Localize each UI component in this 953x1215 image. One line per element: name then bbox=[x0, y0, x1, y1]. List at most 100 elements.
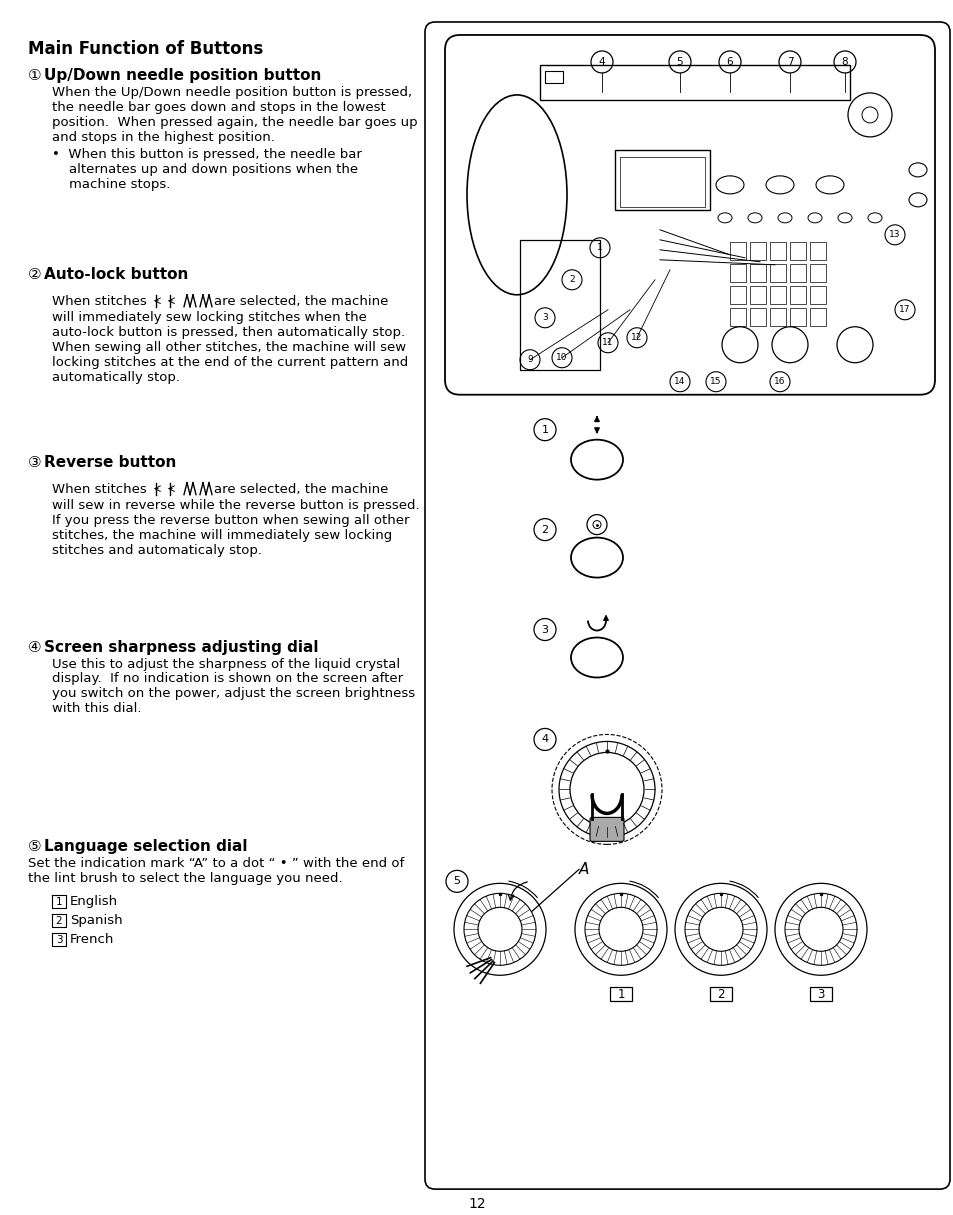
Text: 1: 1 bbox=[597, 243, 602, 253]
Bar bbox=[809, 264, 825, 282]
Bar bbox=[729, 242, 745, 260]
Text: the lint brush to select the language you need.: the lint brush to select the language yo… bbox=[28, 872, 342, 886]
Text: automatically stop.: automatically stop. bbox=[52, 371, 180, 384]
Text: 3: 3 bbox=[541, 313, 547, 322]
Bar bbox=[519, 239, 599, 369]
Text: Spanish: Spanish bbox=[70, 915, 123, 927]
Bar bbox=[544, 70, 562, 83]
Bar bbox=[809, 286, 825, 304]
Text: alternates up and down positions when the: alternates up and down positions when th… bbox=[52, 163, 357, 176]
Bar bbox=[789, 286, 805, 304]
Text: 2: 2 bbox=[717, 988, 724, 1001]
Bar bbox=[749, 242, 765, 260]
Text: ①: ① bbox=[28, 68, 42, 83]
Text: position.  When pressed again, the needle bar goes up: position. When pressed again, the needle… bbox=[52, 115, 417, 129]
Text: 13: 13 bbox=[888, 231, 900, 239]
Bar bbox=[769, 286, 785, 304]
Text: ③: ③ bbox=[28, 454, 42, 470]
Text: When the Up/Down needle position button is pressed,: When the Up/Down needle position button … bbox=[52, 86, 412, 98]
Circle shape bbox=[799, 908, 842, 951]
Bar bbox=[729, 286, 745, 304]
Text: are selected, the machine: are selected, the machine bbox=[213, 482, 388, 496]
Text: and stops in the highest position.: and stops in the highest position. bbox=[52, 131, 274, 143]
FancyBboxPatch shape bbox=[809, 988, 831, 1001]
Text: Reverse button: Reverse button bbox=[44, 454, 176, 470]
Bar bbox=[729, 307, 745, 326]
Text: French: French bbox=[70, 933, 114, 946]
Text: 4: 4 bbox=[598, 57, 604, 67]
Bar bbox=[809, 242, 825, 260]
Text: display.  If no indication is shown on the screen after: display. If no indication is shown on th… bbox=[52, 672, 403, 685]
Bar bbox=[619, 157, 704, 207]
Text: 2: 2 bbox=[569, 276, 575, 284]
Text: 2: 2 bbox=[541, 525, 548, 535]
Text: will immediately sew locking stitches when the: will immediately sew locking stitches wh… bbox=[52, 311, 367, 323]
Circle shape bbox=[598, 908, 642, 951]
Text: When stitches: When stitches bbox=[52, 482, 151, 496]
Text: When stitches: When stitches bbox=[52, 295, 151, 307]
Text: 6: 6 bbox=[726, 57, 733, 67]
Text: 2: 2 bbox=[55, 916, 62, 926]
Text: ②: ② bbox=[28, 267, 42, 282]
Text: you switch on the power, adjust the screen brightness: you switch on the power, adjust the scre… bbox=[52, 688, 415, 701]
Text: with this dial.: with this dial. bbox=[52, 702, 141, 716]
Bar bbox=[749, 264, 765, 282]
Text: 12: 12 bbox=[468, 1197, 485, 1211]
FancyBboxPatch shape bbox=[609, 988, 631, 1001]
Text: Use this to adjust the sharpness of the liquid crystal: Use this to adjust the sharpness of the … bbox=[52, 657, 399, 671]
Text: Up/Down needle position button: Up/Down needle position button bbox=[44, 68, 321, 83]
Text: Set the indication mark “A” to a dot “ • ” with the end of: Set the indication mark “A” to a dot “ •… bbox=[28, 858, 404, 870]
Text: locking stitches at the end of the current pattern and: locking stitches at the end of the curre… bbox=[52, 356, 408, 368]
Circle shape bbox=[477, 908, 521, 951]
Bar bbox=[769, 242, 785, 260]
Text: ④: ④ bbox=[28, 639, 42, 655]
Text: 3: 3 bbox=[817, 988, 823, 1001]
Text: 1: 1 bbox=[55, 897, 62, 906]
Text: will sew in reverse while the reverse button is pressed.: will sew in reverse while the reverse bu… bbox=[52, 498, 419, 512]
Text: Language selection dial: Language selection dial bbox=[44, 840, 247, 854]
Text: 16: 16 bbox=[774, 377, 785, 386]
Text: ⑤: ⑤ bbox=[28, 840, 42, 854]
Text: 17: 17 bbox=[899, 305, 910, 315]
Text: 5: 5 bbox=[453, 876, 460, 886]
FancyBboxPatch shape bbox=[589, 818, 623, 841]
Bar bbox=[729, 264, 745, 282]
Text: 3: 3 bbox=[541, 625, 548, 634]
Bar bbox=[769, 264, 785, 282]
Text: stitches and automaticaly stop.: stitches and automaticaly stop. bbox=[52, 543, 262, 556]
Circle shape bbox=[699, 908, 742, 951]
Text: auto-lock button is pressed, then automatically stop.: auto-lock button is pressed, then automa… bbox=[52, 326, 405, 339]
Bar bbox=[789, 264, 805, 282]
Bar bbox=[749, 307, 765, 326]
Text: 10: 10 bbox=[556, 354, 567, 362]
Bar bbox=[749, 286, 765, 304]
Text: 15: 15 bbox=[709, 377, 721, 386]
Text: A: A bbox=[578, 861, 589, 877]
Text: are selected, the machine: are selected, the machine bbox=[213, 295, 388, 307]
Text: the needle bar goes down and stops in the lowest: the needle bar goes down and stops in th… bbox=[52, 101, 385, 114]
Text: Screen sharpness adjusting dial: Screen sharpness adjusting dial bbox=[44, 639, 318, 655]
Bar bbox=[539, 64, 849, 100]
Bar bbox=[615, 149, 709, 210]
Text: Auto-lock button: Auto-lock button bbox=[44, 267, 188, 282]
Text: If you press the reverse button when sewing all other: If you press the reverse button when sew… bbox=[52, 514, 409, 526]
Text: 11: 11 bbox=[601, 338, 613, 347]
Text: When sewing all other stitches, the machine will sew: When sewing all other stitches, the mach… bbox=[52, 340, 406, 354]
FancyBboxPatch shape bbox=[709, 988, 731, 1001]
FancyBboxPatch shape bbox=[424, 22, 949, 1189]
Text: Main Function of Buttons: Main Function of Buttons bbox=[28, 40, 263, 58]
Text: 9: 9 bbox=[527, 355, 533, 364]
Text: 12: 12 bbox=[631, 333, 642, 343]
Bar bbox=[789, 307, 805, 326]
Text: 5: 5 bbox=[676, 57, 682, 67]
Text: English: English bbox=[70, 895, 118, 909]
Text: 1: 1 bbox=[541, 425, 548, 435]
Text: 1: 1 bbox=[617, 988, 624, 1001]
Bar bbox=[809, 307, 825, 326]
Text: machine stops.: machine stops. bbox=[52, 177, 171, 191]
Text: 14: 14 bbox=[674, 377, 685, 386]
Bar bbox=[789, 242, 805, 260]
Bar bbox=[769, 307, 785, 326]
Text: 3: 3 bbox=[55, 934, 62, 945]
Text: 4: 4 bbox=[541, 734, 548, 745]
